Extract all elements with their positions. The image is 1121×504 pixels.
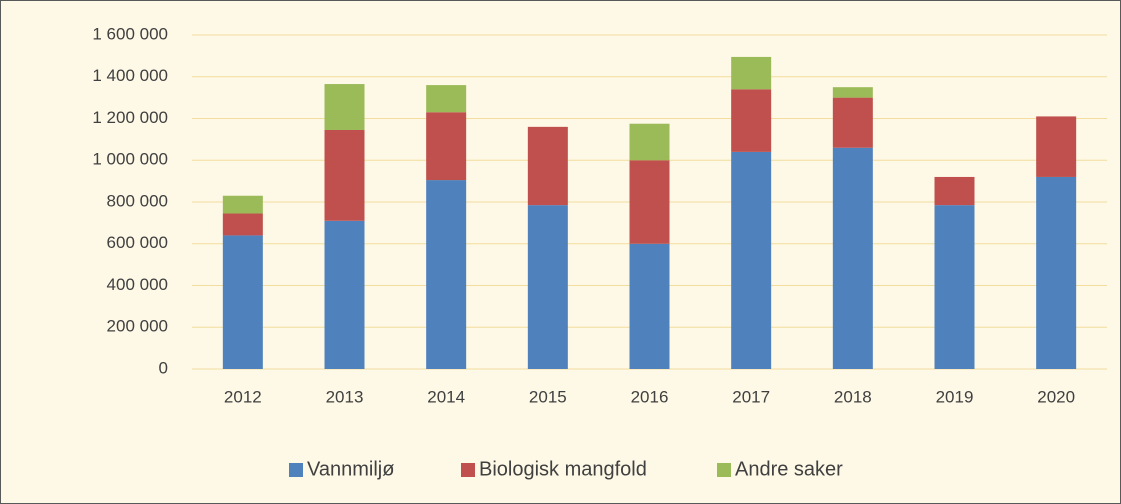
bar-segment	[629, 160, 670, 244]
bar-segment	[731, 56, 772, 90]
legend-label: Biologisk mangfold	[479, 458, 647, 480]
bar-segment	[934, 205, 975, 369]
x-tick-label: 2013	[326, 387, 364, 406]
x-tick-label: 2014	[427, 387, 465, 406]
y-tick-label: 1 200 000	[92, 108, 168, 127]
bar-segment	[426, 85, 467, 113]
bar-segment	[731, 151, 772, 369]
bar-segment	[1036, 116, 1077, 177]
x-tick-label: 2016	[631, 387, 669, 406]
bar-segment	[426, 112, 467, 181]
bar-segment	[527, 126, 568, 206]
bar-segment	[222, 235, 263, 369]
bar-segment	[731, 89, 772, 152]
legend-swatch	[717, 463, 731, 477]
x-tick-label: 2012	[224, 387, 262, 406]
y-tick-label: 1 400 000	[92, 66, 168, 85]
bar-segment	[527, 205, 568, 369]
y-tick-label: 0	[159, 358, 168, 377]
bar-segment	[832, 147, 873, 369]
bar-segment	[222, 195, 263, 214]
legend-swatch	[461, 463, 475, 477]
bar-segment	[324, 220, 365, 369]
y-tick-label: 1 600 000	[92, 24, 168, 43]
legend-swatch	[289, 463, 303, 477]
bar-segment	[832, 87, 873, 98]
y-tick-label: 600 000	[107, 233, 168, 252]
x-tick-label: 2020	[1037, 387, 1075, 406]
y-tick-label: 400 000	[107, 275, 168, 294]
bar-segment	[934, 176, 975, 206]
x-tick-label: 2017	[732, 387, 770, 406]
legend-label: Andre saker	[735, 458, 843, 480]
y-tick-label: 1 000 000	[92, 150, 168, 169]
legend-label: Vannmiljø	[307, 458, 394, 480]
bar-segment	[222, 213, 263, 236]
bar-segment	[629, 123, 670, 161]
bar-segment	[629, 243, 670, 369]
bar-segment	[1036, 176, 1077, 369]
bar-segment	[324, 84, 365, 130]
y-tick-label: 800 000	[107, 191, 168, 210]
bar-segment	[426, 180, 467, 369]
bar-segment	[324, 129, 365, 221]
x-tick-label: 2015	[529, 387, 567, 406]
x-tick-label: 2018	[834, 387, 872, 406]
y-tick-label: 200 000	[107, 317, 168, 336]
bar-segment	[832, 97, 873, 148]
x-tick-label: 2019	[936, 387, 974, 406]
